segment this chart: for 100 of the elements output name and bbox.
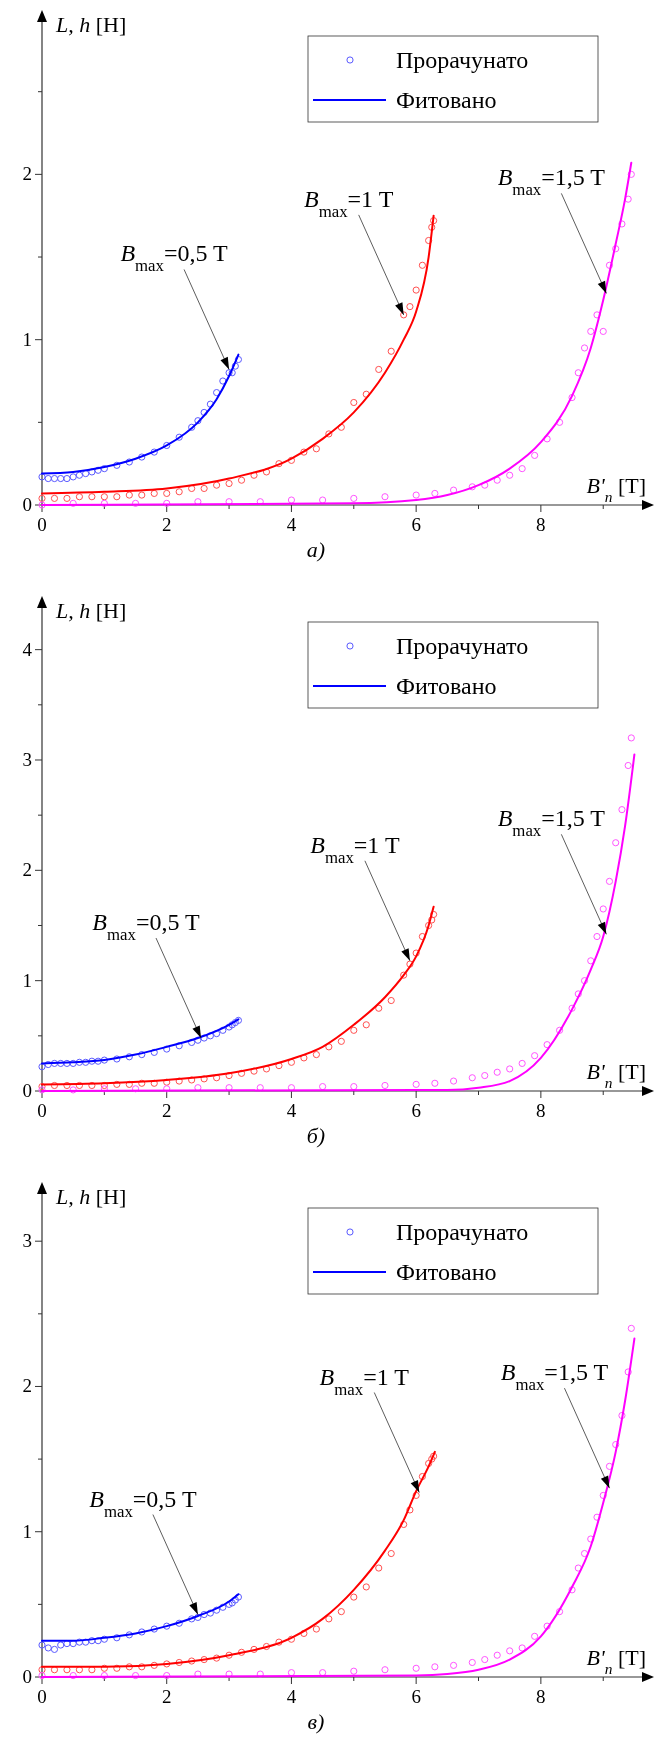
point — [50, 474, 59, 483]
point — [57, 1641, 65, 1649]
point — [506, 471, 514, 479]
point — [325, 1615, 333, 1623]
point — [237, 476, 246, 484]
point — [100, 1085, 108, 1093]
point — [412, 1491, 420, 1499]
point — [275, 1638, 283, 1646]
point — [188, 1076, 196, 1084]
point — [100, 1635, 108, 1643]
point — [38, 473, 46, 481]
point — [69, 473, 77, 481]
point — [100, 493, 108, 501]
point — [50, 494, 59, 502]
legend-label: Фитовано — [396, 87, 497, 113]
line-series — [41, 905, 435, 1086]
x-tick-label: 0 — [37, 1686, 47, 1707]
annotation: B$_{max}$=1 T — [310, 831, 400, 867]
point — [44, 1644, 52, 1652]
point — [100, 465, 108, 473]
point — [300, 1054, 308, 1062]
point — [568, 393, 576, 402]
point — [69, 1086, 77, 1094]
point — [381, 493, 389, 501]
point — [94, 466, 102, 474]
line-series — [41, 353, 240, 475]
text: а) — [306, 537, 326, 562]
point — [194, 1613, 202, 1622]
point — [213, 1654, 221, 1662]
point — [113, 1055, 121, 1063]
point — [69, 1671, 77, 1680]
point — [430, 217, 438, 225]
point — [387, 1549, 395, 1558]
x-tick-label: 4 — [286, 514, 297, 535]
point — [150, 1625, 158, 1633]
point — [300, 1629, 308, 1637]
point — [50, 1059, 59, 1067]
point — [206, 1032, 214, 1040]
point — [57, 474, 65, 483]
point — [213, 389, 221, 397]
point — [163, 1622, 171, 1630]
point — [100, 499, 108, 507]
point — [350, 1667, 358, 1675]
point — [400, 971, 408, 979]
point — [256, 1084, 264, 1092]
point — [231, 1019, 239, 1027]
y-axis-title: L, h [H] — [55, 598, 127, 623]
point — [57, 1059, 65, 1067]
point — [38, 501, 46, 509]
point — [568, 1586, 576, 1594]
point — [75, 493, 84, 501]
point — [612, 245, 620, 253]
point — [574, 990, 582, 998]
x-tick-label: 0 — [37, 1100, 47, 1121]
y-tick-label: 0 — [22, 1666, 32, 1687]
point — [587, 1535, 595, 1543]
annotation: B$_{max}$=0,5 T — [92, 909, 201, 944]
point — [200, 408, 208, 416]
point — [493, 476, 501, 484]
point — [188, 1615, 196, 1623]
point — [262, 1642, 271, 1651]
point — [287, 456, 296, 464]
point — [200, 1610, 208, 1619]
point — [63, 1059, 71, 1067]
point — [194, 1084, 202, 1092]
point — [225, 1071, 233, 1080]
point — [228, 1021, 236, 1029]
point — [125, 458, 133, 466]
point — [125, 1053, 133, 1061]
point — [250, 1067, 258, 1075]
y-tick-label: 4 — [22, 638, 33, 660]
point — [624, 195, 632, 203]
point — [580, 344, 589, 352]
point — [131, 499, 140, 507]
point — [163, 1671, 171, 1680]
y-tick-label: 1 — [22, 1520, 32, 1542]
point — [406, 303, 414, 311]
x-tick-label: 2 — [161, 1686, 172, 1707]
x-tick-label: 6 — [411, 514, 421, 535]
point — [587, 957, 595, 965]
point — [228, 369, 236, 377]
point — [219, 1603, 227, 1611]
y-tick-label: 3 — [22, 748, 32, 770]
point — [518, 1059, 526, 1067]
point — [88, 1666, 96, 1674]
y-axis-title: L, h [H] — [55, 12, 127, 37]
point — [100, 1671, 108, 1680]
point — [38, 1641, 46, 1649]
x-axis-title: B'$_{n}$ [T] — [586, 473, 646, 505]
point — [543, 1622, 551, 1630]
line-series — [41, 1018, 240, 1065]
point — [287, 1058, 296, 1066]
x-tick-label: 2 — [161, 514, 172, 535]
point — [375, 365, 383, 374]
point — [200, 484, 208, 493]
annotation: B$_{max}$=1,5 T — [497, 805, 606, 840]
point — [375, 1564, 383, 1572]
point — [618, 1411, 626, 1420]
point — [63, 474, 71, 483]
point — [131, 1085, 140, 1093]
